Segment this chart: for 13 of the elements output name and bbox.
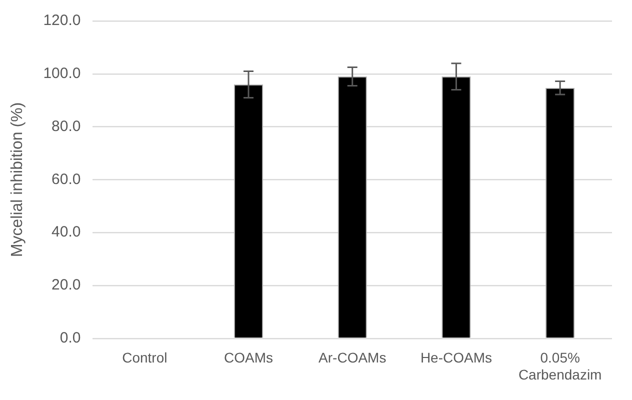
x-tick-label: Ar-COAMs [318, 350, 386, 366]
y-axis-title: Mycelial inhibition (%) [9, 102, 26, 258]
x-tick-label: Control [122, 350, 168, 366]
y-tick-label: 60.0 [52, 170, 81, 188]
y-tick-label: 0.0 [60, 330, 81, 347]
y-tick-label: 80.0 [52, 118, 81, 135]
y-tick-label: 100.0 [43, 65, 81, 82]
y-tick-label: 40.0 [52, 224, 81, 241]
y-tick-label: 120.0 [43, 12, 81, 30]
x-tick-label: He-COAMs [420, 350, 492, 366]
y-tick-label: 20.0 [52, 276, 81, 294]
x-tick-label: COAMs [224, 350, 274, 366]
x-tick-label: 0.05% Carbendazim [518, 350, 602, 382]
